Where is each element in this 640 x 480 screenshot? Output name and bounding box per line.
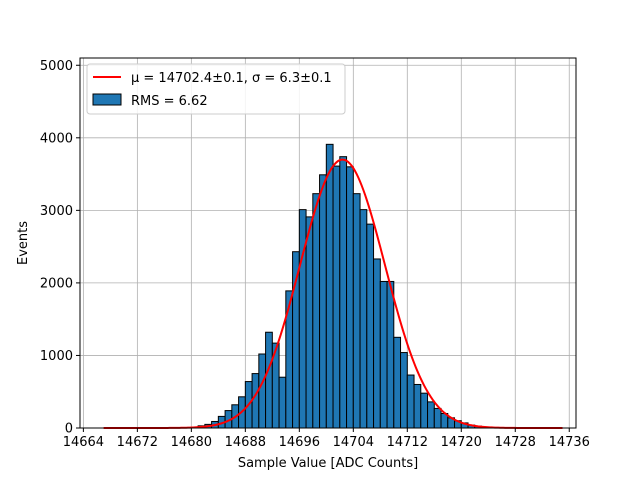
histogram-bar	[379, 280, 388, 429]
y-axis-label: Events	[16, 221, 31, 265]
histogram-bar	[366, 223, 375, 429]
histogram-bar	[400, 352, 408, 429]
x-tick-label: 14720	[441, 435, 482, 450]
histogram-bar	[312, 193, 321, 429]
y-tick-label: 3000	[40, 204, 73, 219]
x-tick-label: 14696	[279, 435, 320, 450]
histogram-bar	[420, 392, 429, 429]
x-tick-label: 14672	[117, 435, 158, 450]
y-axis-ticks: 0 1000 2000 3000 4000 5000	[40, 59, 80, 437]
x-tick-label: 14680	[171, 435, 212, 450]
y-tick-label: 4000	[40, 131, 73, 146]
legend-box	[86, 63, 346, 115]
histogram-bar	[305, 216, 314, 429]
histogram-bar	[427, 401, 435, 429]
histogram-bar	[433, 407, 442, 429]
histogram-bar	[325, 143, 334, 429]
legend-histogram-swatch	[92, 93, 122, 106]
plot-frame	[79, 57, 577, 429]
histogram-bar	[251, 373, 260, 429]
x-axis-label: Sample Value [ADC Counts]	[238, 456, 418, 471]
histogram-bar	[413, 383, 422, 429]
histogram-bar	[332, 165, 341, 429]
histogram-bar	[352, 193, 361, 429]
x-tick-label: 14664	[63, 435, 104, 450]
legend-fit-label: μ = 14702.4±0.1, σ = 6.3±0.1	[131, 71, 332, 86]
x-tick-label: 14688	[225, 435, 266, 450]
y-tick-label: 1000	[40, 349, 73, 364]
histogram-bar	[346, 166, 354, 429]
histogram-bar	[278, 376, 287, 429]
legend: μ = 14702.4±0.1, σ = 6.3±0.1 RMS = 6.62	[86, 63, 346, 115]
histogram-bar	[406, 374, 415, 429]
x-tick-label: 14704	[333, 435, 374, 450]
histogram-bar	[319, 174, 327, 429]
histogram-bar	[373, 258, 381, 429]
histogram-bar	[258, 353, 267, 429]
histogram-bar	[393, 336, 402, 429]
legend-rms-label: RMS = 6.62	[131, 94, 208, 109]
y-tick-label: 0	[65, 422, 73, 437]
histogram-bar	[339, 156, 348, 429]
x-tick-label: 14712	[387, 435, 428, 450]
x-axis-ticks: 14664 14672 14680 14688 14696 14704 14712 14720…	[63, 428, 590, 450]
histogram-bars	[197, 143, 489, 429]
y-tick-label: 2000	[40, 276, 73, 291]
histogram-bar	[359, 209, 368, 429]
histogram-bar	[386, 280, 395, 429]
x-tick-label: 14728	[495, 435, 536, 450]
x-tick-label: 14736	[549, 435, 590, 450]
y-tick-label: 5000	[40, 59, 73, 74]
histogram-bar	[265, 331, 273, 429]
